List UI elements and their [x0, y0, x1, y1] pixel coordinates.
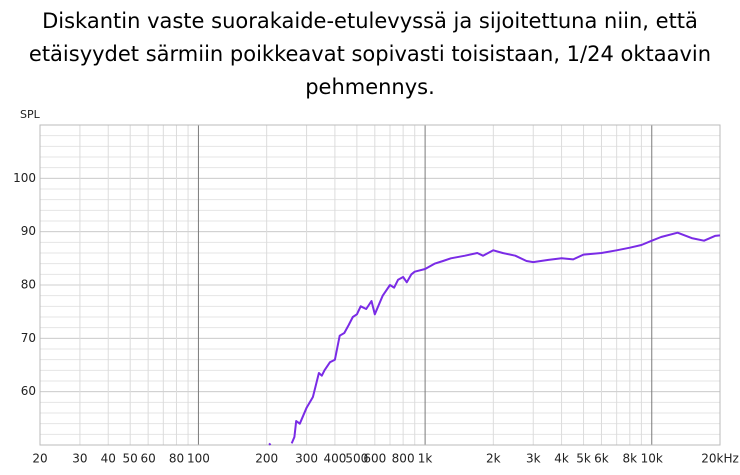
- x-tick-label: 800: [392, 452, 415, 466]
- x-tick-label: 6k: [594, 452, 609, 466]
- chart-title: pehmennys.: [305, 75, 435, 99]
- y-tick-label: 90: [21, 224, 36, 238]
- x-tick-label: 300: [295, 452, 318, 466]
- x-tick-label: 1k: [418, 452, 433, 466]
- x-tick-label: 8k: [623, 452, 638, 466]
- response-line: [268, 231, 721, 446]
- x-tick-label: 500: [345, 452, 368, 466]
- chart-title: etäisyydet särmiin poikkeavat sopivasti …: [29, 42, 711, 66]
- x-tick-label: 30: [72, 452, 87, 466]
- y-axis-label: SPL: [20, 108, 41, 121]
- x-tick-label: 600: [363, 452, 386, 466]
- y-tick-label: 80: [21, 278, 36, 292]
- x-tick-label: 10k: [641, 452, 663, 466]
- x-tick-label: 20kHz: [701, 452, 739, 466]
- y-tick-label: 60: [21, 384, 36, 398]
- x-tick-label: 50: [123, 452, 138, 466]
- x-tick-label: 200: [255, 452, 278, 466]
- x-tick-label: 5k: [576, 452, 591, 466]
- x-tick-label: 3k: [526, 452, 541, 466]
- x-tick-label: 400: [323, 452, 346, 466]
- y-tick-label: 70: [21, 331, 36, 345]
- x-tick-label: 2k: [486, 452, 501, 466]
- chart-title: Diskantin vaste suorakaide-etulevyssä ja…: [42, 9, 698, 33]
- x-tick-label: 40: [101, 452, 116, 466]
- x-tick-label: 60: [141, 452, 156, 466]
- x-tick-label: 80: [169, 452, 184, 466]
- plot-frame: [39, 124, 721, 446]
- x-tick-label: 20: [32, 452, 47, 466]
- y-tick-label: 100: [13, 171, 36, 185]
- x-tick-label: 100: [187, 452, 210, 466]
- x-tick-label: 4k: [554, 452, 569, 466]
